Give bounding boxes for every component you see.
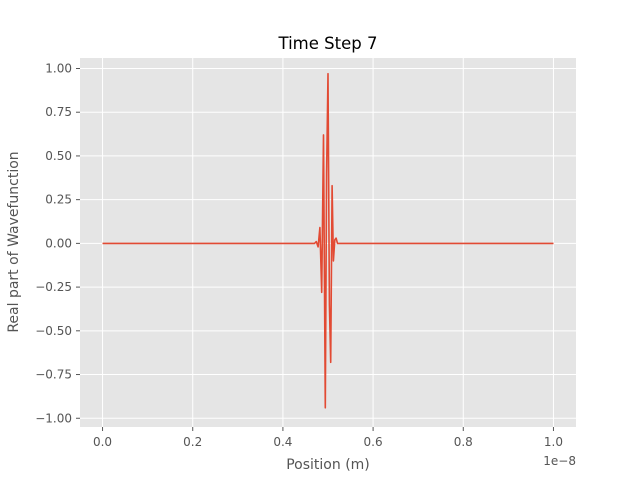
- y-tick-label: 1.00: [45, 61, 72, 75]
- x-axis-offset-label: 1e−8: [543, 454, 576, 468]
- y-tick-label: 0.25: [45, 193, 72, 207]
- x-tick-label: 0.6: [364, 435, 383, 449]
- y-axis-label: Real part of Wavefunction: [6, 151, 22, 332]
- y-tick-label: −0.50: [35, 324, 72, 338]
- x-tick-label: 0.4: [273, 435, 292, 449]
- y-tick-label: −1.00: [35, 411, 72, 425]
- x-tick-label: 0.0: [93, 435, 112, 449]
- x-tick-label: 0.8: [454, 435, 473, 449]
- y-tick-label: −0.75: [35, 368, 72, 382]
- x-tick-labels: 0.0 0.2 0.4 0.6 0.8 1.0: [93, 435, 563, 449]
- x-tick-label: 1.0: [544, 435, 563, 449]
- x-axis-label: Position (m): [286, 457, 370, 473]
- tick-marks: [76, 67, 554, 431]
- series-line: [102, 72, 554, 409]
- y-tick-label: 0.75: [45, 105, 72, 119]
- y-tick-label: 0.00: [45, 236, 72, 250]
- y-tick-label: −0.25: [35, 280, 72, 294]
- y-tick-labels: 1.00 0.75 0.50 0.25 0.00 −0.25 −0.50 −0.75 −1.00: [35, 61, 72, 425]
- y-tick-label: 0.50: [45, 149, 72, 163]
- x-tick-label: 0.2: [183, 435, 202, 449]
- chart-title: Time Step 7: [278, 34, 378, 53]
